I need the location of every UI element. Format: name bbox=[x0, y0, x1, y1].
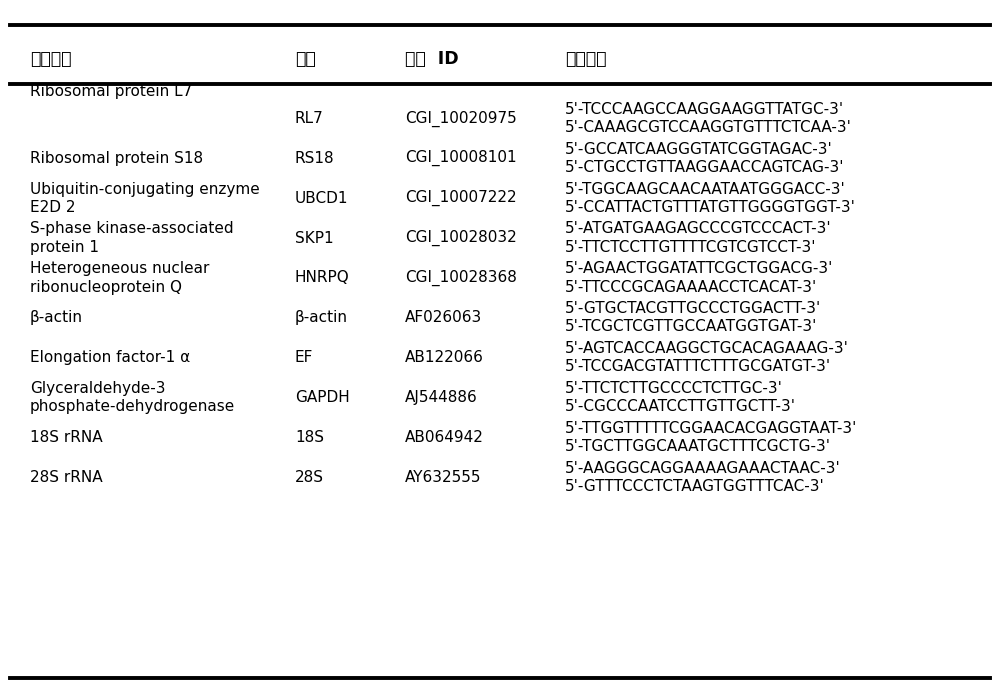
Text: phosphate-dehydrogenase: phosphate-dehydrogenase bbox=[30, 400, 235, 414]
Text: UBCD1: UBCD1 bbox=[295, 190, 349, 206]
Text: 基因  ID: 基因 ID bbox=[405, 50, 459, 68]
Text: EF: EF bbox=[295, 351, 313, 365]
Text: 18S: 18S bbox=[295, 430, 324, 445]
Text: Ribosomal protein L7: Ribosomal protein L7 bbox=[30, 83, 192, 99]
Text: 5'-TCCCAAGCCAAGGAAGGTTATGC-3': 5'-TCCCAAGCCAAGGAAGGTTATGC-3' bbox=[565, 102, 844, 117]
Text: 基因名称: 基因名称 bbox=[30, 50, 72, 68]
Text: 5'-TGGCAAGCAACAATAATGGGACC-3': 5'-TGGCAAGCAACAATAATGGGACC-3' bbox=[565, 181, 846, 197]
Text: CGI_10007222: CGI_10007222 bbox=[405, 190, 517, 206]
Text: β-actin: β-actin bbox=[30, 310, 83, 325]
Text: 5'-GTTTCCCTCTAAGTGGTTTCAC-3': 5'-GTTTCCCTCTAAGTGGTTTCAC-3' bbox=[565, 479, 825, 494]
Text: 5'-AGAACTGGATATTCGCTGGACG-3': 5'-AGAACTGGATATTCGCTGGACG-3' bbox=[565, 262, 833, 276]
Text: Ribosomal protein S18: Ribosomal protein S18 bbox=[30, 151, 203, 166]
Text: 28S: 28S bbox=[295, 470, 324, 485]
Text: 5'-TTCTCCTTGTTTTCGTCGTCCT-3': 5'-TTCTCCTTGTTTTCGTCGTCCT-3' bbox=[565, 239, 816, 255]
Text: CGI_10020975: CGI_10020975 bbox=[405, 110, 517, 126]
Text: 5'-TGCTTGGCAAATGCTTTCGCTG-3': 5'-TGCTTGGCAAATGCTTTCGCTG-3' bbox=[565, 439, 831, 454]
Text: 缩写: 缩写 bbox=[295, 50, 316, 68]
Text: RL7: RL7 bbox=[295, 111, 324, 126]
Text: CGI_10028368: CGI_10028368 bbox=[405, 270, 517, 286]
Text: 5'-CGCCCAATCCTTGTTGCTT-3': 5'-CGCCCAATCCTTGTTGCTT-3' bbox=[565, 400, 796, 414]
Text: 5'-TTCTCTTGCCCCTCTTGC-3': 5'-TTCTCTTGCCCCTCTTGC-3' bbox=[565, 381, 783, 396]
Text: 5'-TCGCTCGTTGCCAATGGTGAT-3': 5'-TCGCTCGTTGCCAATGGTGAT-3' bbox=[565, 319, 817, 335]
Text: AJ544886: AJ544886 bbox=[405, 390, 478, 405]
Text: Elongation factor-1 α: Elongation factor-1 α bbox=[30, 351, 190, 365]
Text: 5'-TTCCCGCAGAAAACCTCACAT-3': 5'-TTCCCGCAGAAAACCTCACAT-3' bbox=[565, 279, 817, 295]
Text: AY632555: AY632555 bbox=[405, 470, 482, 485]
Text: E2D 2: E2D 2 bbox=[30, 200, 76, 215]
Text: 5'-AGTCACCAAGGCTGCACAGAAAG-3': 5'-AGTCACCAAGGCTGCACAGAAAG-3' bbox=[565, 341, 849, 356]
Text: SKP1: SKP1 bbox=[295, 230, 334, 246]
Text: 5'-CTGCCTGTTAAGGAACCAGTCAG-3': 5'-CTGCCTGTTAAGGAACCAGTCAG-3' bbox=[565, 160, 844, 175]
Text: 5'-AAGGGCAGGAAAAGAAACTAAC-3': 5'-AAGGGCAGGAAAAGAAACTAAC-3' bbox=[565, 461, 841, 475]
Text: ribonucleoprotein Q: ribonucleoprotein Q bbox=[30, 279, 182, 295]
Text: 5'-TCCGACGTATTTCTTTGCGATGT-3': 5'-TCCGACGTATTTCTTTGCGATGT-3' bbox=[565, 359, 831, 374]
Text: 28S rRNA: 28S rRNA bbox=[30, 470, 103, 485]
Text: β-actin: β-actin bbox=[295, 310, 348, 325]
Text: AB122066: AB122066 bbox=[405, 351, 484, 365]
Text: Glyceraldehyde-3: Glyceraldehyde-3 bbox=[30, 381, 166, 396]
Text: 引物序列: 引物序列 bbox=[565, 50, 606, 68]
Text: 5'-ATGATGAAGAGCCCGTCCCACT-3': 5'-ATGATGAAGAGCCCGTCCCACT-3' bbox=[565, 221, 832, 237]
Text: CGI_10008101: CGI_10008101 bbox=[405, 150, 517, 166]
Text: RS18: RS18 bbox=[295, 151, 335, 166]
Text: AF026063: AF026063 bbox=[405, 310, 482, 325]
Text: Heterogeneous nuclear: Heterogeneous nuclear bbox=[30, 262, 209, 276]
Text: HNRPQ: HNRPQ bbox=[295, 270, 350, 286]
Text: 5'-CAAAGCGTCCAAGGTGTTTCTCAA-3': 5'-CAAAGCGTCCAAGGTGTTTCTCAA-3' bbox=[565, 120, 852, 135]
Text: AB064942: AB064942 bbox=[405, 430, 484, 445]
Text: protein 1: protein 1 bbox=[30, 239, 99, 255]
Text: CGI_10028032: CGI_10028032 bbox=[405, 230, 517, 246]
Text: 5'-GCCATCAAGGGTATCGGTAGAC-3': 5'-GCCATCAAGGGTATCGGTAGAC-3' bbox=[565, 141, 833, 157]
Text: Ubiquitin-conjugating enzyme: Ubiquitin-conjugating enzyme bbox=[30, 181, 260, 197]
Text: 5'-CCATTACTGTTTATGTTGGGGTGGT-3': 5'-CCATTACTGTTTATGTTGGGGTGGT-3' bbox=[565, 200, 856, 215]
Text: S-phase kinase-associated: S-phase kinase-associated bbox=[30, 221, 234, 237]
Text: 5'-GTGCTACGTTGCCCTGGACTT-3': 5'-GTGCTACGTTGCCCTGGACTT-3' bbox=[565, 301, 821, 316]
Text: 18S rRNA: 18S rRNA bbox=[30, 430, 103, 445]
Text: GAPDH: GAPDH bbox=[295, 390, 350, 405]
Text: 5'-TTGGTTTTTCGGAACACGAGGTAAT-3': 5'-TTGGTTTTTCGGAACACGAGGTAAT-3' bbox=[565, 421, 857, 436]
